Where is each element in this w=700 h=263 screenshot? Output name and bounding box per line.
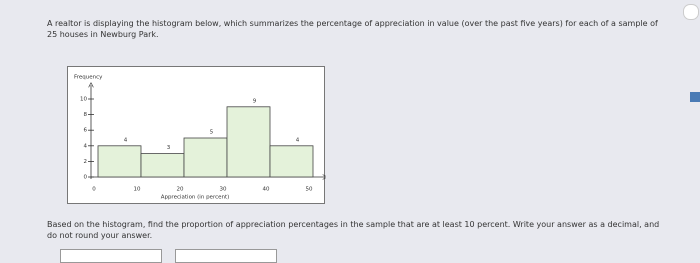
- question-text: A realtor is displaying the histogram be…: [47, 19, 658, 39]
- bar: [97, 145, 142, 178]
- bar-value-label: 3: [167, 145, 171, 151]
- y-tick-label: 8: [84, 112, 88, 118]
- y-tick-label: 2: [84, 159, 88, 165]
- bar: [269, 145, 314, 178]
- y-tick-label: 4: [84, 143, 88, 149]
- x-tick-label: 50: [306, 187, 313, 193]
- y-tick-label: 10: [80, 97, 87, 103]
- answer-button[interactable]: [175, 249, 277, 263]
- x-tick-label: 10: [134, 187, 141, 193]
- answer-input[interactable]: [60, 249, 162, 263]
- side-icon[interactable]: [690, 92, 700, 102]
- bar-value-label: 4: [124, 137, 128, 143]
- x-tick-label: 40: [263, 187, 270, 193]
- instruction-text: Based on the histogram, find the proport…: [47, 220, 660, 240]
- bar-value-label: 5: [210, 130, 214, 136]
- bar: [183, 137, 228, 178]
- bar-value-label: 4: [296, 137, 300, 143]
- x-tick-label: 20: [177, 187, 184, 193]
- y-tick-label: 6: [84, 128, 88, 134]
- page: {"question": "A realtor is displaying th…: [47, 4, 700, 263]
- x-tick-label: 0: [92, 187, 96, 193]
- y-tick-label: 0: [84, 175, 88, 181]
- histogram: Frequency Appreciation (in percent) 0 2 4 6…: [74, 75, 326, 201]
- x-tick-label: 30: [220, 187, 227, 193]
- chart-container: Frequency Appreciation (in percent) 0 2 4 6…: [67, 66, 325, 204]
- bar: [226, 106, 271, 178]
- bar: [140, 153, 185, 178]
- y-axis-label: Frequency: [74, 75, 103, 81]
- side-icon[interactable]: [683, 4, 699, 20]
- bar-value-label: 9: [253, 98, 257, 104]
- x-axis-label: Appreciation (in percent): [161, 195, 230, 201]
